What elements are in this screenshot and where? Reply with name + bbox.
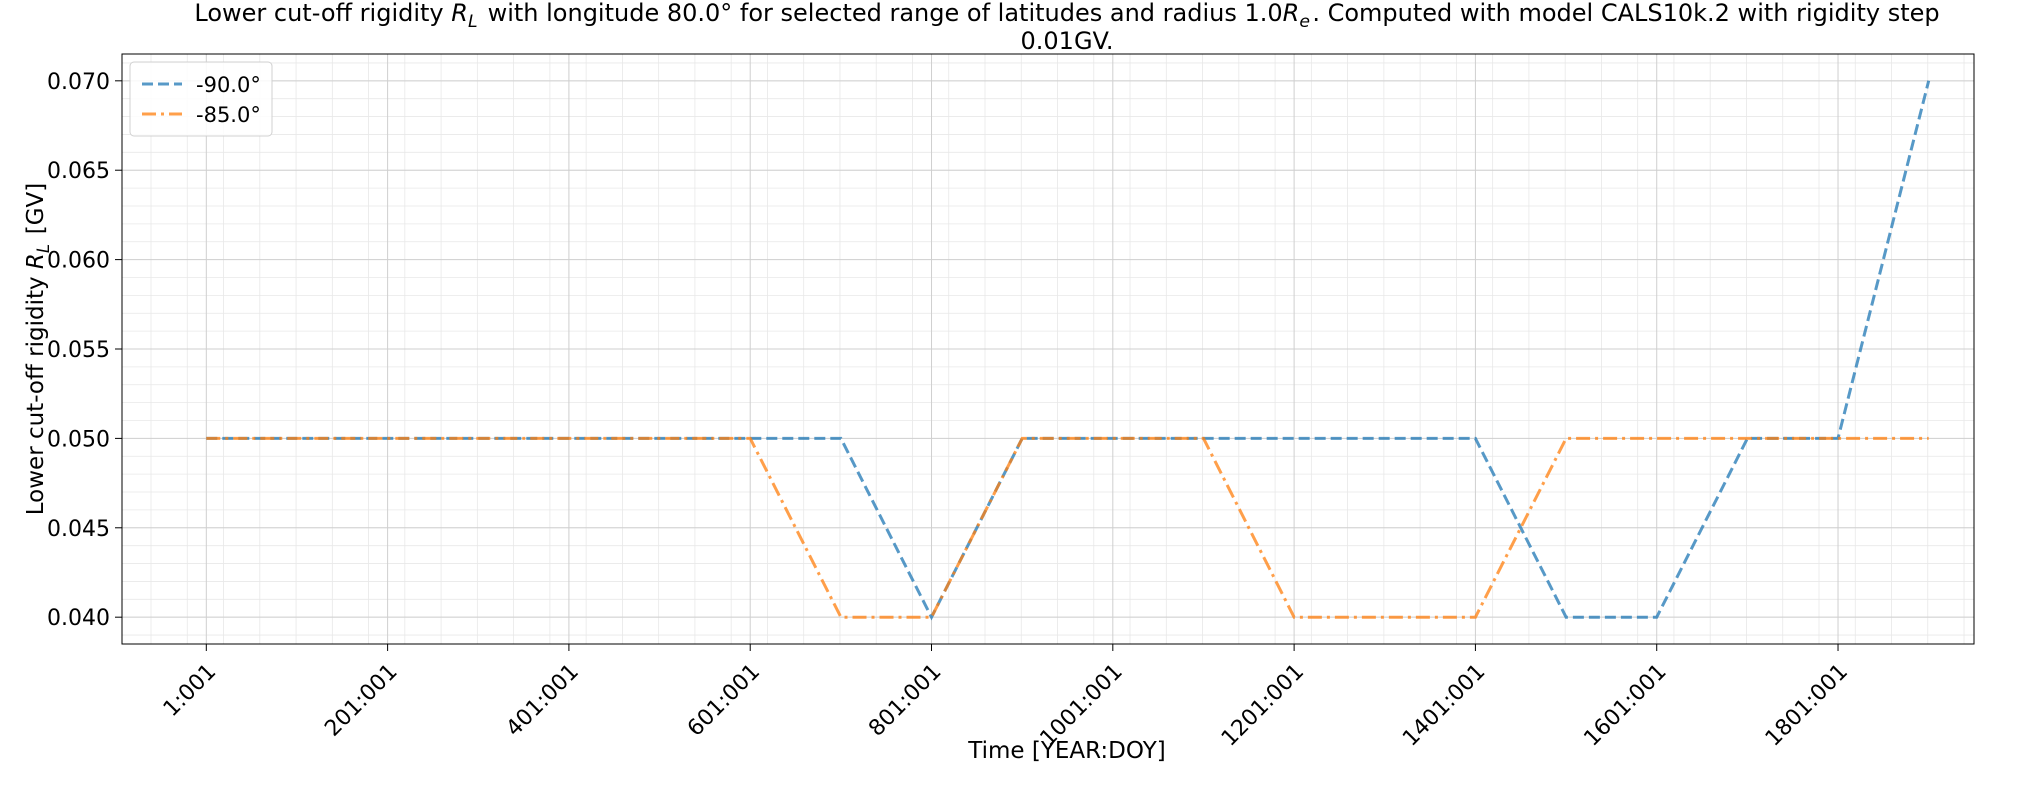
y-tick-label: 0.065 bbox=[47, 159, 110, 184]
x-tick-label: 1401:001 bbox=[1398, 659, 1490, 751]
chart-title-line-1: Lower cut-off rigidity RL with longitude… bbox=[194, 0, 1939, 32]
x-tick-label: 1601:001 bbox=[1580, 659, 1672, 751]
y-tick-label: 0.070 bbox=[47, 70, 110, 95]
x-tick-label: 801:001 bbox=[864, 659, 946, 741]
y-tick-label: 0.055 bbox=[47, 338, 110, 363]
x-tick-label: 201:001 bbox=[320, 659, 402, 741]
series-lines bbox=[206, 80, 1931, 621]
x-tick-label: 601:001 bbox=[683, 659, 765, 741]
legend-box bbox=[129, 61, 273, 137]
y-tick-label: 0.045 bbox=[47, 517, 110, 542]
x-tick-label: 1801:001 bbox=[1761, 659, 1853, 751]
x-tick-label: 401:001 bbox=[502, 659, 584, 741]
y-axis-label: Lower cut-off rigidity RL [GV] bbox=[23, 183, 53, 516]
x-tick-label: 1:001 bbox=[159, 659, 222, 722]
series-line-2 bbox=[206, 436, 1929, 619]
legend-label-1: -90.0° bbox=[196, 73, 261, 97]
legend: -90.0° -85.0° bbox=[129, 61, 273, 137]
x-axis-label: Time [YEAR:DOY] bbox=[967, 738, 1166, 764]
grid bbox=[122, 54, 1974, 644]
legend-label-2: -85.0° bbox=[196, 103, 261, 127]
y-tick-label: 0.050 bbox=[47, 427, 110, 452]
y-tick-label: 0.040 bbox=[47, 606, 110, 631]
chart-title-line-2: 0.01GV. bbox=[1021, 27, 1114, 55]
y-tick-label: 0.060 bbox=[47, 249, 110, 274]
ticks: 1:001 201:001 401:001 601:001 801:001 1001:00… bbox=[47, 70, 1853, 752]
x-tick-label: 1201:001 bbox=[1217, 659, 1309, 751]
